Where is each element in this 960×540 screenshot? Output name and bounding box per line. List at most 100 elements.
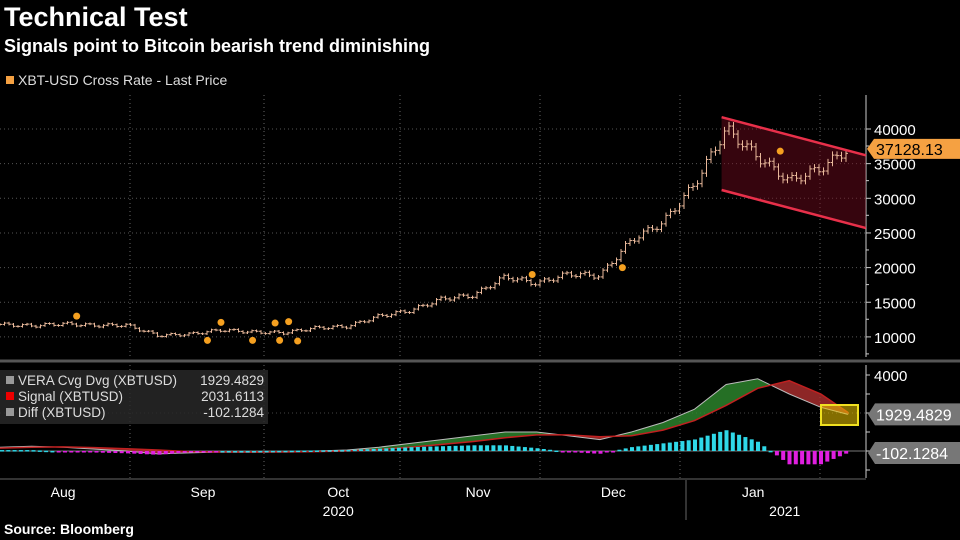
diff-histogram-bar: [825, 451, 830, 462]
diff-histogram-bar: [163, 451, 168, 455]
price-legend: XBT-USD Cross Rate - Last Price: [6, 72, 227, 88]
trend-channel-fill: [721, 117, 866, 229]
diff-histogram-bar: [264, 450, 269, 453]
vera-signal-fill: [792, 381, 795, 397]
diff-histogram-bar: [296, 450, 301, 453]
diff-histogram-bar: [478, 445, 483, 451]
diff-histogram-bar: [592, 451, 597, 454]
y-tick-label: 25000: [874, 226, 916, 243]
signal-dot: [203, 336, 211, 344]
diff-histogram-bar: [434, 446, 439, 451]
vera-signal-fill: [636, 429, 639, 435]
vera-signal-fill: [519, 432, 522, 437]
signal-label: Signal (XBTUSD): [18, 388, 124, 404]
diff-histogram-bar: [31, 450, 36, 452]
last-price-label: 37128.13: [876, 142, 943, 159]
vera-signal-fill: [420, 441, 423, 447]
vera-signal-fill: [654, 424, 657, 432]
diff-histogram-bar: [289, 450, 294, 453]
vera-signal-fill: [786, 380, 789, 394]
vera-signal-fill: [435, 440, 438, 445]
x-year-label: 2020: [323, 503, 354, 519]
diff-histogram-bar: [226, 451, 231, 453]
diff-histogram-bar: [579, 451, 584, 453]
vera-signal-fill: [735, 382, 738, 401]
diff-histogram-bar: [384, 448, 389, 451]
diff-histogram-bar: [56, 451, 61, 453]
diff-histogram-bar: [18, 450, 23, 452]
diff-histogram-bar: [522, 447, 527, 451]
diff-histogram-bar: [718, 431, 723, 451]
x-month-label: Jan: [742, 484, 765, 500]
vera-signal-fill: [402, 444, 405, 448]
vera-signal-fill: [423, 441, 426, 447]
vera-signal-fill: [414, 442, 417, 447]
diff-histogram-bar: [195, 451, 200, 453]
vera-signal-fill: [411, 442, 414, 448]
y-tick-label: 15000: [874, 295, 916, 312]
diff-histogram-bar: [667, 442, 672, 451]
diff-histogram-bar: [100, 451, 105, 453]
diff-histogram-bar: [844, 451, 849, 454]
diff-histogram-bar: [252, 450, 256, 453]
diff-histogram-bar: [585, 451, 590, 454]
diff-histogram-bar: [233, 451, 238, 453]
diff-histogram-bar: [504, 445, 508, 451]
diff-histogram-bar: [132, 451, 137, 454]
x-month-label: Oct: [327, 484, 349, 500]
diff-histogram-bar: [182, 451, 187, 453]
diff-histogram-bar: [749, 439, 754, 451]
diff-histogram-bar: [201, 451, 206, 453]
diff-histogram-bar: [352, 449, 357, 452]
diff-histogram-bar: [346, 449, 351, 452]
diff-histogram-bar: [705, 435, 710, 451]
diff-histogram-bar: [642, 445, 647, 451]
vera-signal-fill: [723, 384, 726, 407]
vera-signal-fill: [741, 381, 744, 398]
vera-signal-fill: [810, 389, 813, 405]
diff-histogram-bar: [831, 451, 836, 459]
vera-signal-fill: [714, 391, 717, 412]
diff-histogram-bar: [693, 439, 697, 451]
diff-histogram-bar: [25, 450, 30, 452]
diff-histogram-bar: [270, 450, 275, 453]
legend-swatch: [6, 76, 14, 84]
vera-signal-fill: [432, 440, 435, 446]
vera-signal-fill: [717, 389, 720, 410]
diff-histogram-bar: [409, 447, 414, 451]
diff-histogram-bar: [75, 451, 80, 453]
diff-histogram-bar: [800, 451, 805, 465]
diff-histogram-bar: [113, 451, 118, 454]
signal-dot: [528, 271, 536, 279]
vera-signal-fill: [693, 408, 696, 422]
vera-signal-fill: [444, 438, 447, 445]
diff-histogram-bar: [170, 451, 175, 454]
x-month-label: Sep: [190, 484, 215, 500]
diff-histogram-bar: [617, 449, 622, 452]
vera-signal-fill: [417, 442, 420, 447]
indicator-value-callout: [868, 442, 960, 464]
vera-signal-fill: [438, 439, 441, 445]
y-tick-label: 30000: [874, 191, 916, 208]
diff-histogram-bar: [396, 447, 401, 451]
x-month-label: Aug: [51, 484, 76, 500]
diff-histogram-bar: [151, 451, 156, 455]
diff-histogram-bar: [189, 451, 193, 453]
vera-signal-fill: [720, 386, 723, 409]
diff-histogram-bar: [214, 451, 219, 453]
diff-histogram-bar: [321, 450, 326, 452]
diff-histogram-bar: [529, 447, 534, 451]
diff-histogram-bar: [245, 451, 250, 453]
channel-upper-line: [721, 116, 867, 157]
indicator-value-label: -102.1284: [876, 446, 948, 463]
vera-signal-fill: [684, 412, 687, 424]
vera-label: VERA Cvg Dvg (XBTUSD): [18, 372, 178, 388]
vera-signal-fill: [501, 432, 504, 439]
diff-histogram-bar: [138, 451, 143, 454]
vera-signal-fill: [489, 433, 492, 440]
vera-signal-fill: [645, 427, 648, 434]
diff-histogram-bar: [535, 448, 540, 451]
diff-value: -102.1284: [203, 404, 264, 420]
indicator-legend: VERA Cvg Dvg (XBTUSD) 1929.4829 Signal (X…: [0, 370, 268, 424]
diff-histogram-bar: [207, 451, 212, 453]
